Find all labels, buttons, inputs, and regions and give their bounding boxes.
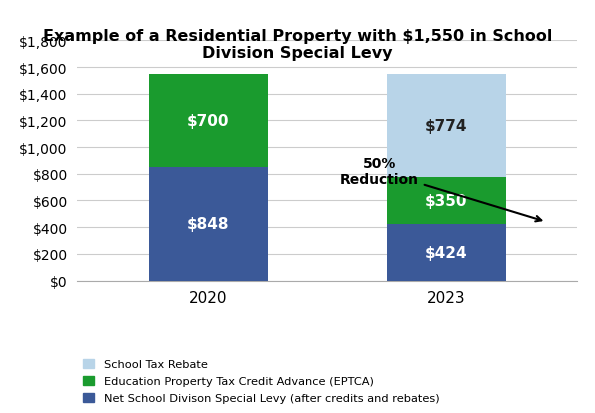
Bar <box>149 75 268 168</box>
Text: 50%
Reduction: 50% Reduction <box>340 157 541 222</box>
Bar <box>387 178 506 224</box>
Text: $700: $700 <box>187 114 230 129</box>
Text: $774: $774 <box>425 119 468 134</box>
Text: $848: $848 <box>187 217 230 232</box>
Text: $424: $424 <box>425 245 468 260</box>
Text: Example of a Residential Property with $1,550 in School
Division Special Levy: Example of a Residential Property with $… <box>43 29 552 61</box>
Text: $350: $350 <box>425 194 468 209</box>
Bar <box>149 168 268 281</box>
Legend: School Tax Rebate, Education Property Tax Credit Advance (EPTCA), Net School Div: School Tax Rebate, Education Property Ta… <box>83 359 439 403</box>
Bar <box>387 224 506 281</box>
Bar <box>387 75 506 178</box>
